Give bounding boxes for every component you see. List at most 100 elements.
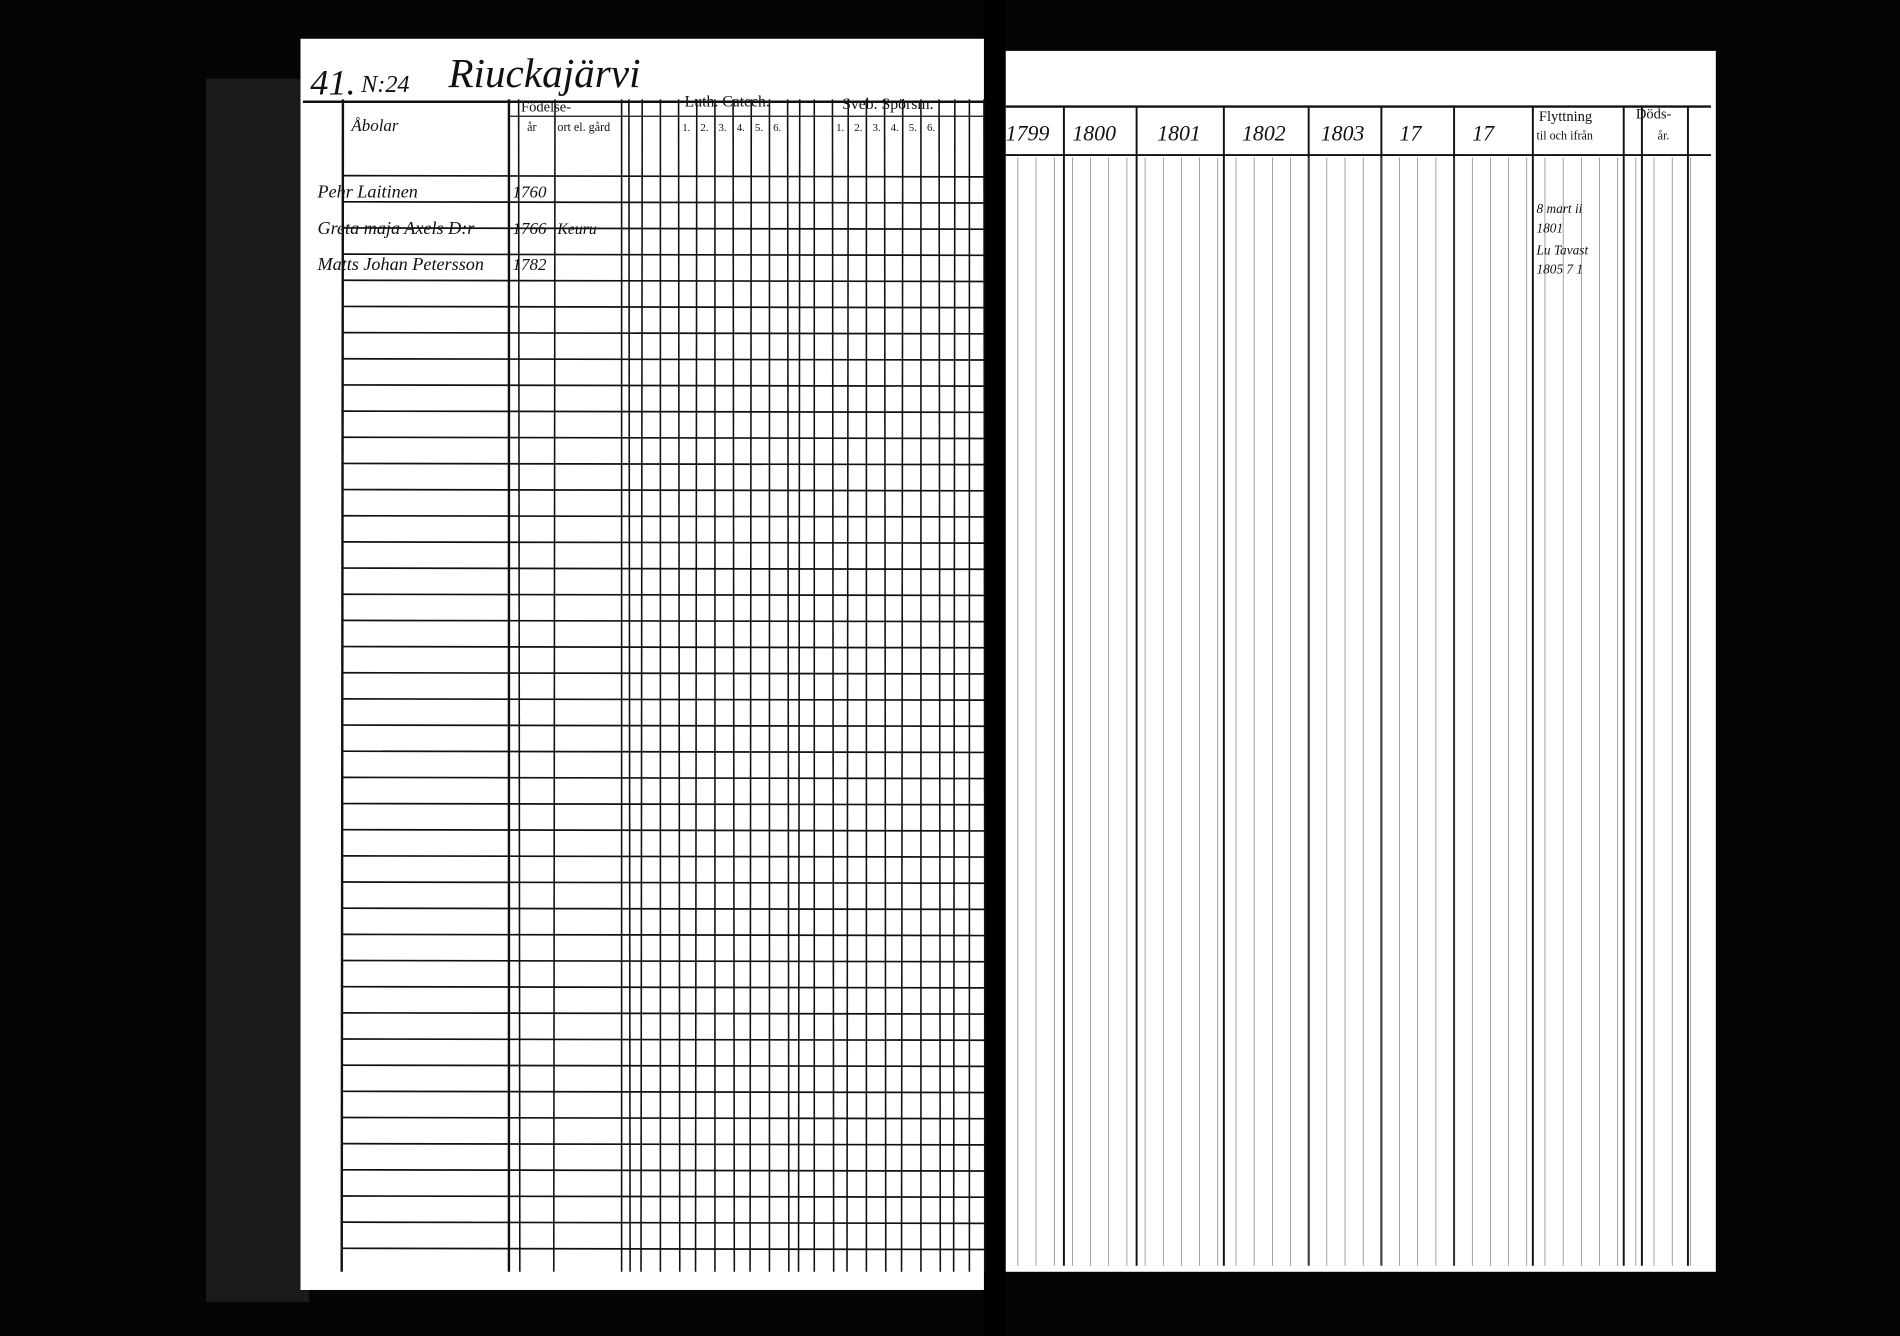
col-name: Åbolar <box>350 116 399 135</box>
column-line <box>694 99 698 1272</box>
column-line <box>846 99 850 1272</box>
year-header: 17 <box>1400 122 1423 146</box>
row-line <box>342 1168 984 1172</box>
row-line <box>342 331 984 335</box>
row-line <box>342 1116 984 1120</box>
row-line <box>342 1195 984 1199</box>
row-line <box>342 776 984 780</box>
row-line <box>342 384 984 387</box>
col-death-year: år. <box>1658 128 1670 142</box>
row-line <box>342 698 984 701</box>
year-header: 1801 <box>1157 122 1201 146</box>
col-moving-sub: til och ifrån <box>1536 128 1593 142</box>
column-line <box>732 99 736 1272</box>
row-line <box>342 1247 984 1251</box>
village: Riuckajärvi <box>447 50 640 96</box>
row-line <box>342 514 984 518</box>
col-luth: Luth. Catech. <box>685 94 770 111</box>
year-header: 17 <box>1472 122 1495 146</box>
row-line <box>342 357 984 361</box>
col-death: Döds- <box>1636 107 1672 123</box>
row-line <box>342 567 984 571</box>
row-line <box>342 200 984 204</box>
column-line <box>340 99 345 1272</box>
col-sveb: Sveb. Spörsm. <box>842 96 933 113</box>
birth-place: Keuru <box>556 221 596 238</box>
column-line <box>786 99 790 1272</box>
luth-number: 5. <box>755 122 763 134</box>
column-line <box>628 99 631 1272</box>
row-line <box>342 881 984 885</box>
column-line <box>552 99 556 1272</box>
row-line <box>342 750 984 754</box>
farm-number: N:24 <box>360 71 409 98</box>
page-edges <box>205 78 309 1303</box>
row-line <box>342 1064 984 1068</box>
sveb-number: 5. <box>909 122 917 134</box>
luth-number: 3. <box>719 122 727 134</box>
col-moving: Flyttning <box>1539 109 1592 125</box>
row-line <box>342 907 984 911</box>
sveb-number: 1. <box>836 122 844 134</box>
row-line <box>342 1221 984 1225</box>
row-line <box>342 279 984 283</box>
note: 1801 <box>1536 221 1563 236</box>
row-line <box>342 1011 984 1015</box>
row-line <box>342 593 984 597</box>
person-name: Pehr Laitinen <box>316 181 417 201</box>
year-header: 1799 <box>1006 122 1050 146</box>
grid <box>302 99 1711 1272</box>
right-page <box>1003 50 1716 1272</box>
row-line <box>342 1142 984 1146</box>
row-line <box>342 253 984 257</box>
sveb-number: 2. <box>854 122 862 134</box>
row-line <box>342 645 984 649</box>
row-line <box>342 855 984 858</box>
sveb-number: 6. <box>927 122 935 134</box>
row-line <box>342 541 984 544</box>
row-line <box>342 671 984 675</box>
row-line <box>342 305 984 309</box>
birth-year: 1760 <box>513 182 547 201</box>
row-line <box>342 959 984 963</box>
column-line <box>938 99 942 1272</box>
column-line <box>797 99 801 1272</box>
note: Lu Tavast <box>1535 242 1588 257</box>
col-birth: Födelse- <box>521 99 571 115</box>
row-line <box>342 1090 984 1094</box>
row-line <box>342 462 984 466</box>
birth-year: 1766 <box>513 219 547 238</box>
person-name: Matts Johan Petersson <box>316 254 483 274</box>
column-line <box>517 99 521 1272</box>
sveb-number: 4. <box>891 122 899 134</box>
row-line <box>342 828 984 832</box>
column-line <box>640 99 644 1272</box>
col-birth-year: år <box>527 120 536 134</box>
row-line <box>342 488 984 492</box>
note: 1805 7 1 <box>1536 262 1583 277</box>
row-line <box>342 933 984 937</box>
note: 8 mart ii <box>1536 201 1582 216</box>
row-line <box>342 227 984 231</box>
luth-number: 4. <box>737 122 745 134</box>
column-line <box>952 99 956 1272</box>
page-number: 41. <box>310 62 355 102</box>
row-line <box>342 1038 984 1042</box>
year-header: 1800 <box>1072 122 1116 146</box>
column-line <box>831 99 835 1272</box>
person-name: Greta maja Axels D:r <box>317 218 475 238</box>
col-birth-place: ort el. gård <box>557 120 610 134</box>
row-line <box>342 436 984 440</box>
row-line <box>342 802 984 806</box>
column-line <box>883 99 887 1272</box>
luth-number: 6. <box>773 122 781 134</box>
sveb-number: 3. <box>872 122 880 134</box>
left-page <box>300 38 989 1290</box>
luth-number: 2. <box>700 122 708 134</box>
gutter <box>983 0 1006 1336</box>
column-line <box>677 99 681 1272</box>
column-line <box>749 99 753 1272</box>
birth-year: 1782 <box>513 255 547 274</box>
